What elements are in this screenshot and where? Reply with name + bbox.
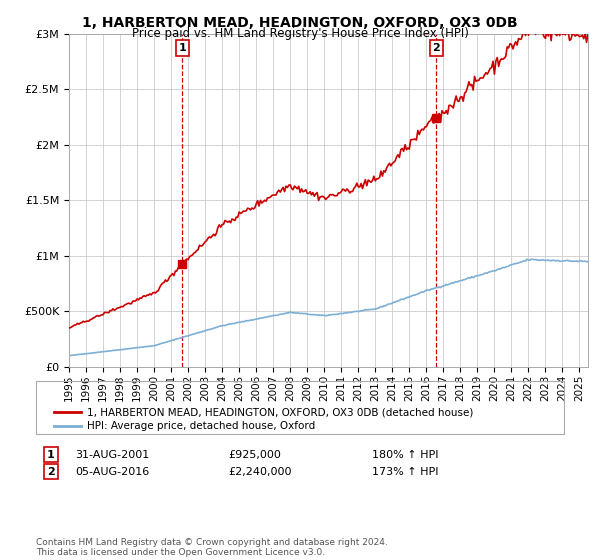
Text: HPI: Average price, detached house, Oxford: HPI: Average price, detached house, Oxfo… (87, 421, 315, 431)
Text: £925,000: £925,000 (228, 450, 281, 460)
Text: 1, HARBERTON MEAD, HEADINGTON, OXFORD, OX3 0DB: 1, HARBERTON MEAD, HEADINGTON, OXFORD, O… (82, 16, 518, 30)
Text: 31-AUG-2001: 31-AUG-2001 (75, 450, 149, 460)
Text: 173% ↑ HPI: 173% ↑ HPI (372, 466, 439, 477)
Text: 180% ↑ HPI: 180% ↑ HPI (372, 450, 439, 460)
Text: 1: 1 (179, 43, 187, 53)
Text: 2: 2 (47, 466, 55, 477)
Text: Price paid vs. HM Land Registry's House Price Index (HPI): Price paid vs. HM Land Registry's House … (131, 27, 469, 40)
Text: 1, HARBERTON MEAD, HEADINGTON, OXFORD, OX3 0DB (detached house): 1, HARBERTON MEAD, HEADINGTON, OXFORD, O… (87, 407, 473, 417)
Text: 05-AUG-2016: 05-AUG-2016 (75, 466, 149, 477)
Text: Contains HM Land Registry data © Crown copyright and database right 2024.
This d: Contains HM Land Registry data © Crown c… (36, 538, 388, 557)
Text: 2: 2 (433, 43, 440, 53)
Text: 1: 1 (47, 450, 55, 460)
Text: £2,240,000: £2,240,000 (228, 466, 292, 477)
